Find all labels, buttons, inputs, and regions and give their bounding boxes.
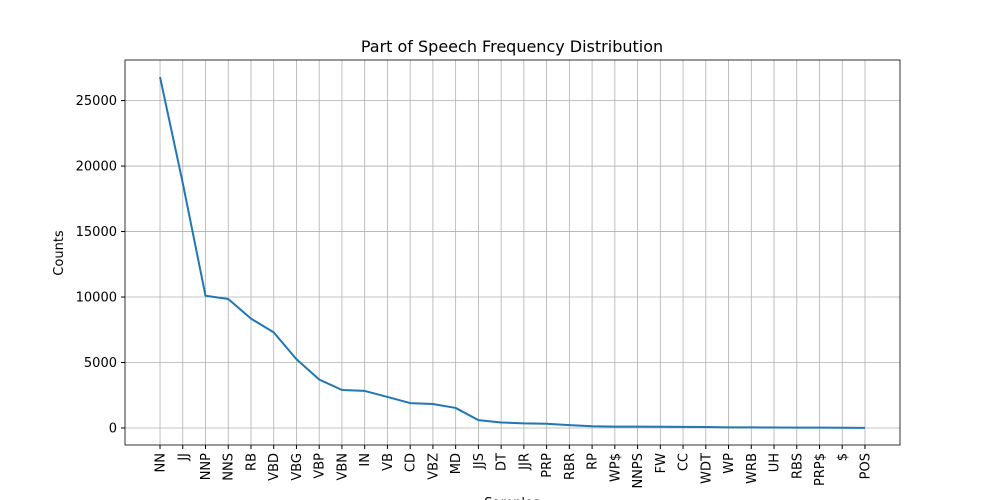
x-tick-label: RBS	[790, 453, 805, 479]
chart-title: Part of Speech Frequency Distribution	[361, 37, 663, 56]
x-tick-label: NNS	[222, 453, 237, 481]
x-tick-label: JJ	[176, 453, 191, 462]
x-tick-label: VBG	[290, 453, 305, 481]
x-tick-label: CD	[404, 453, 419, 472]
x-tick-label: VBZ	[426, 453, 441, 480]
x-tick-label: NN	[154, 453, 169, 472]
x-tick-label: DT	[495, 453, 510, 471]
x-tick-label: NNPS	[631, 453, 646, 489]
x-tick-label: JJR	[517, 453, 532, 471]
x-tick-label: RBR	[563, 453, 578, 480]
x-tick-label: WDT	[699, 453, 714, 484]
y-tick-label: 5000	[84, 356, 117, 371]
x-tick-label: PRP	[540, 453, 555, 478]
x-tick-label: CC	[677, 453, 692, 471]
x-tick-label: VB	[381, 453, 396, 471]
x-tick-label: PRP$	[813, 453, 828, 486]
x-tick-label: WRB	[745, 453, 760, 484]
x-tick-label: VBN	[335, 453, 350, 481]
x-tick-label: FW	[654, 453, 669, 473]
x-tick-label: WP	[722, 453, 737, 474]
y-tick-label: 0	[109, 421, 117, 436]
x-tick-label: VBD	[267, 453, 282, 481]
x-tick-label: UH	[768, 453, 783, 472]
x-tick-label: VBP	[313, 453, 328, 479]
x-tick-label: JJS	[472, 453, 487, 470]
data-line	[159, 76, 865, 429]
x-tick-label: RB	[244, 453, 259, 471]
y-tick-label: 10000	[76, 291, 117, 306]
x-tick-label: RP	[586, 453, 601, 470]
y-axis-label: Counts	[52, 230, 67, 276]
x-tick-label: NNP	[199, 453, 214, 480]
y-tick-label: 20000	[76, 160, 117, 175]
x-tick-label: IN	[358, 453, 373, 467]
x-tick-label: MD	[449, 453, 464, 474]
x-tick-label: $	[836, 453, 851, 461]
x-tick-label: POS	[858, 453, 873, 479]
x-tick-label: WP$	[608, 453, 623, 482]
y-tick-label: 15000	[76, 225, 117, 240]
y-tick-label: 25000	[76, 94, 117, 109]
plot-frame	[124, 59, 901, 446]
x-axis-label: Samples	[484, 496, 540, 500]
